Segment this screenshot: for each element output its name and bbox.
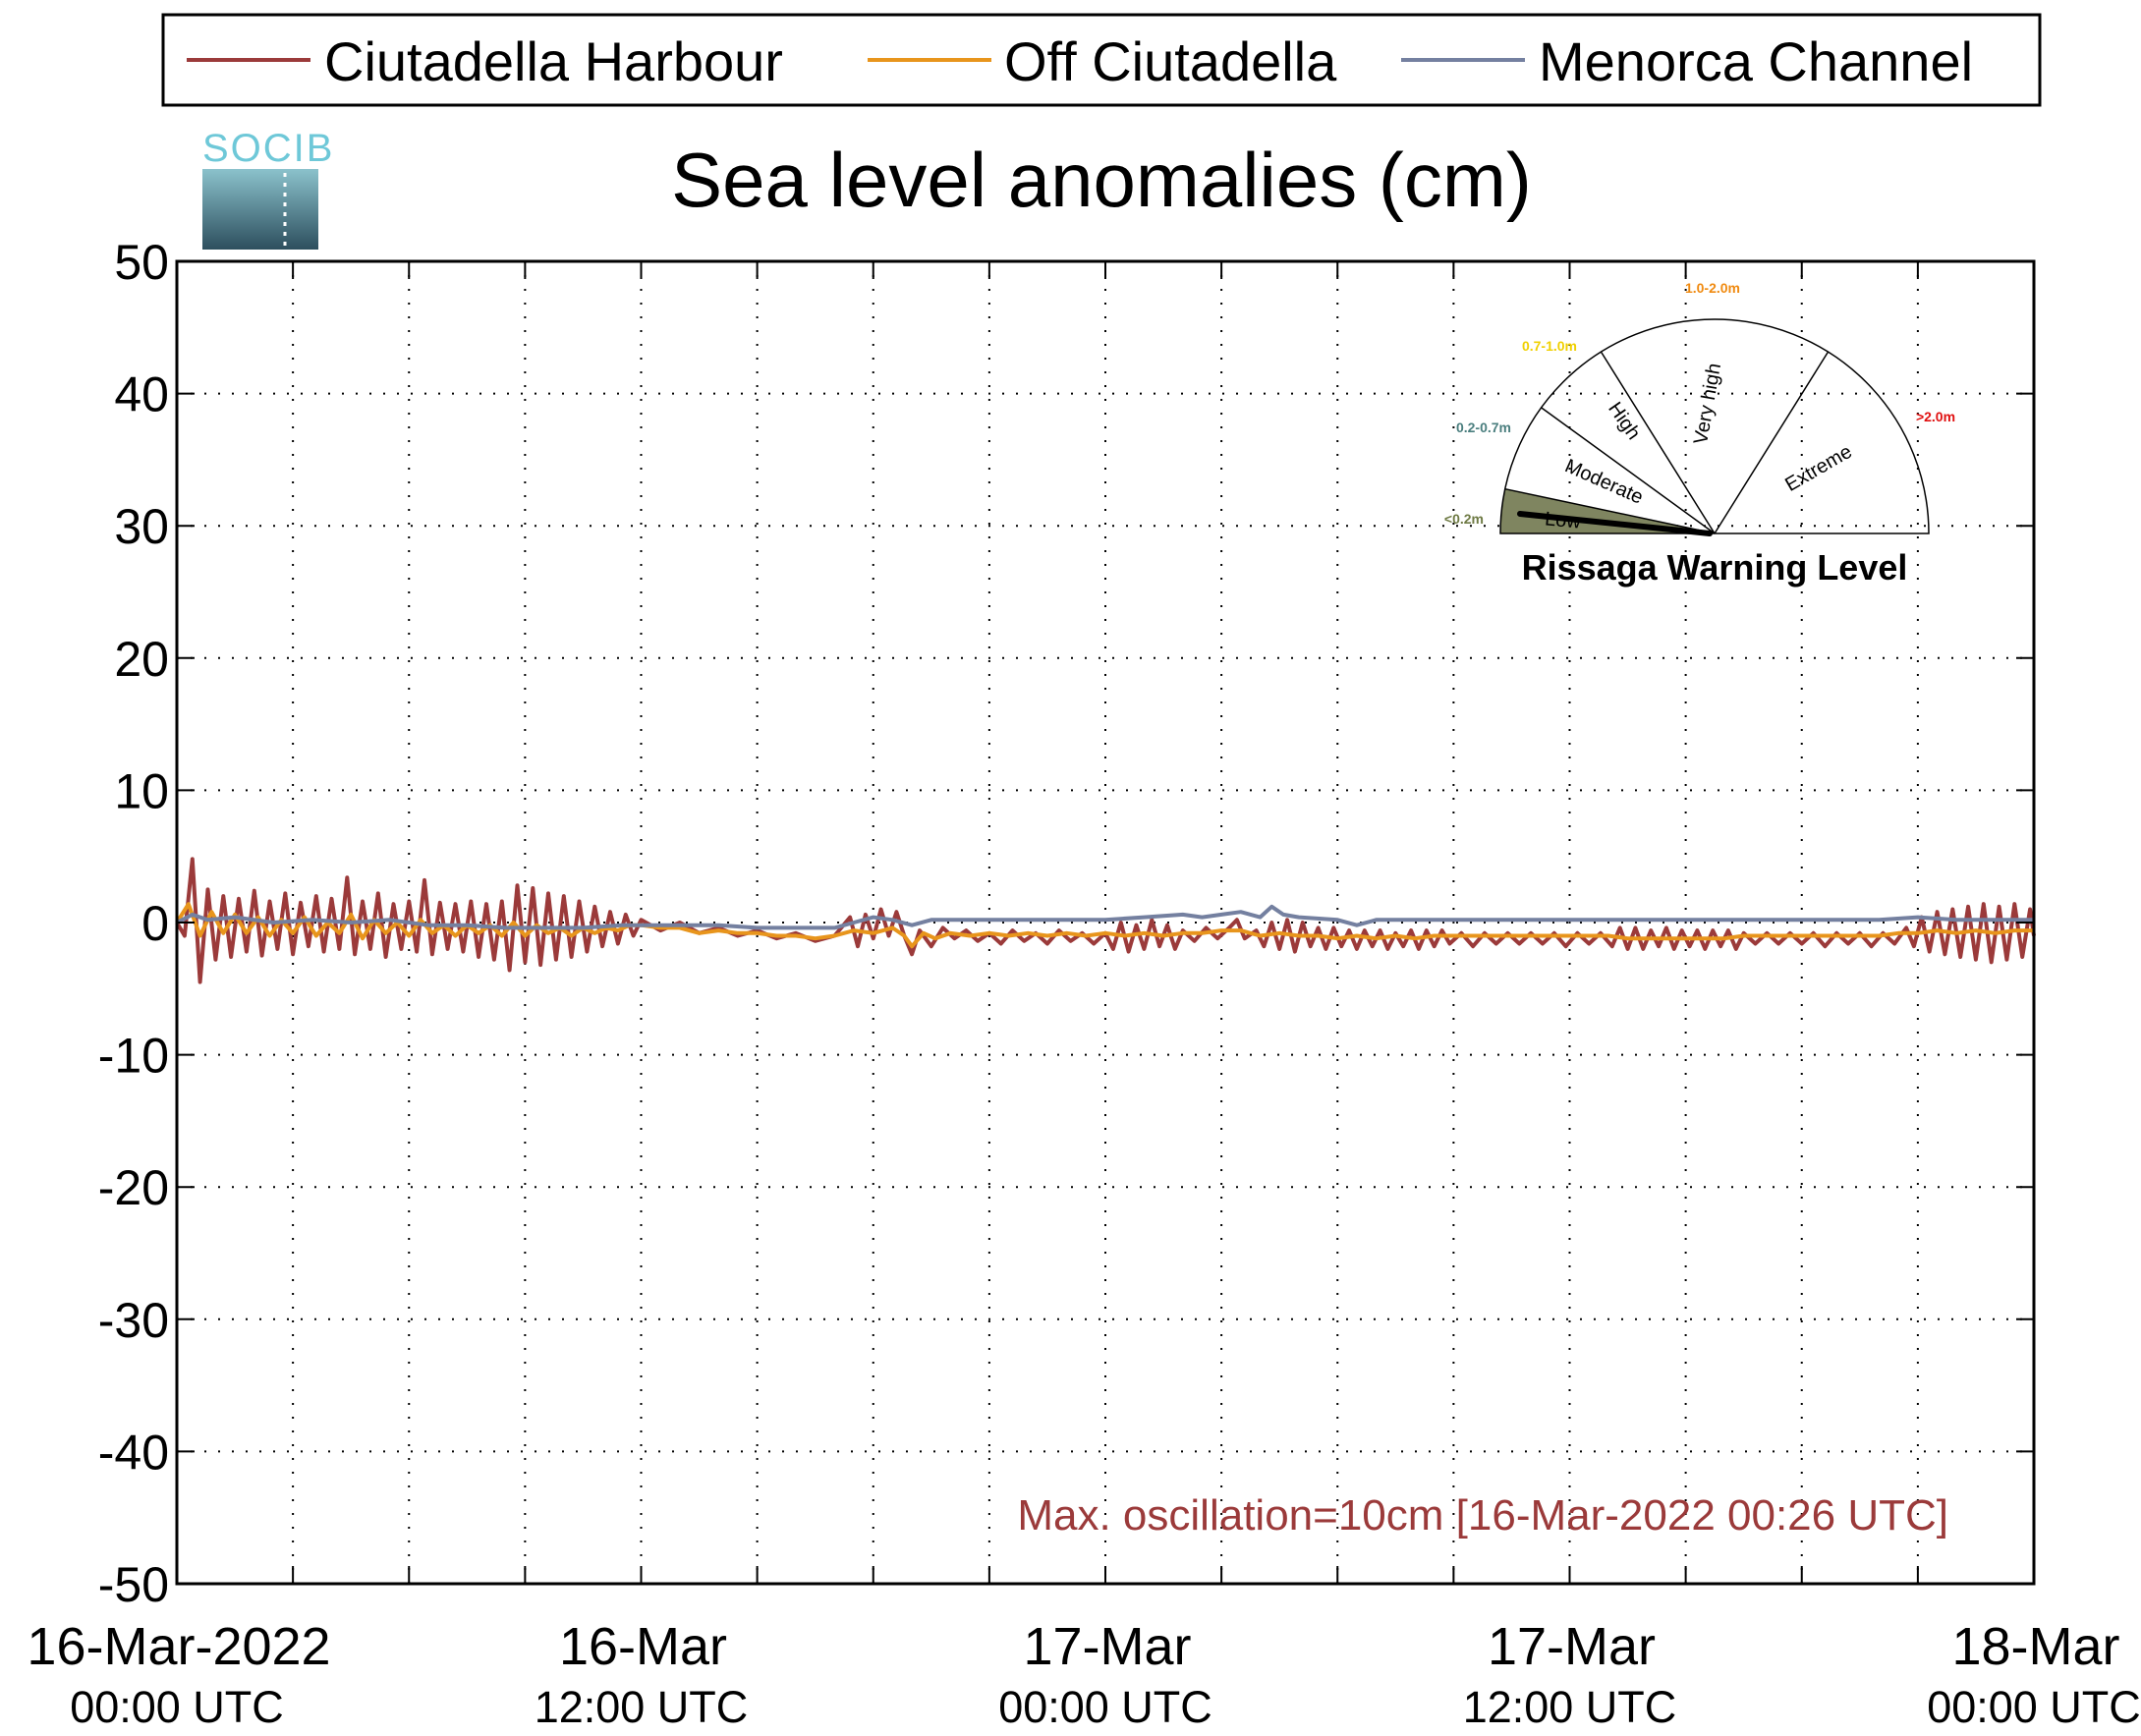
x-tick-label-time: 12:00 UTC: [1463, 1682, 1677, 1732]
y-tick-label: 20: [114, 632, 169, 687]
socib-logo: SOCIB: [202, 127, 334, 250]
x-axis-ticks: 16-Mar-2022 00:00 UTC 16-Mar 12:00 UTC 17-Ma…: [27, 261, 2141, 1732]
gauge-label-high: High: [1604, 398, 1645, 443]
legend-label-ciutadella-harbour: Ciutadella Harbour: [324, 30, 783, 92]
y-tick-label: 10: [114, 763, 169, 818]
socib-logo-text: SOCIB: [202, 127, 334, 170]
y-tick-label: -20: [98, 1160, 169, 1215]
gauge-divider: [1714, 351, 1830, 534]
legend: Ciutadella Harbour Off Ciutadella Menorc…: [161, 13, 2042, 107]
y-tick-label: 40: [114, 367, 169, 422]
gauge-label-low: Low: [1544, 508, 1582, 532]
gauge-needle: [1517, 511, 1713, 536]
x-tick-label-date: 17-Mar: [1488, 1617, 1656, 1676]
gauge-title: Rissaga Warning Level: [1522, 547, 1908, 588]
gauge-range-low: <0.2m: [1444, 511, 1484, 527]
series-line-menorca-channel: [176, 904, 2034, 930]
gauge-range-extreme: >2.0m: [1916, 409, 1955, 424]
gauge-divider: [1541, 407, 1716, 534]
socib-logo-mark: [202, 169, 318, 250]
x-tick-label-date: 17-Mar: [1023, 1617, 1191, 1676]
x-tick-label-time: 00:00 UTC: [1927, 1682, 2141, 1732]
legend-box: [161, 13, 2042, 107]
y-tick-label: -30: [98, 1293, 169, 1348]
y-tick-label: 0: [141, 896, 169, 951]
x-tick-label-time: 00:00 UTC: [998, 1682, 1212, 1732]
x-tick-label-date: 16-Mar: [559, 1617, 727, 1676]
y-tick-label: 30: [114, 499, 169, 554]
gauge-outline: [1499, 318, 1930, 534]
gauge-label-moderate: Moderate: [1561, 455, 1646, 508]
y-tick-label: -50: [98, 1557, 169, 1612]
y-tick-label: 50: [114, 235, 169, 290]
chart-title: Sea level anomalies (cm): [671, 137, 1532, 223]
gauge-label-extreme: Extreme: [1781, 441, 1855, 496]
legend-label-off-ciutadella: Off Ciutadella: [1004, 30, 1337, 92]
x-tick-label-date: 16-Mar-2022: [27, 1617, 330, 1676]
gauge-range-very-high: 1.0-2.0m: [1685, 280, 1740, 296]
gauge-range-moderate: 0.2-0.7m: [1456, 420, 1511, 435]
y-tick-label: -40: [98, 1425, 169, 1480]
rissaga-gauge: Low Moderate High Very high Extreme <0.2…: [1444, 280, 1955, 588]
gauge-divider: [1504, 487, 1716, 534]
x-tick-label-time: 00:00 UTC: [70, 1682, 284, 1732]
gauge-dividers: [1504, 351, 1830, 534]
y-tick-label: -10: [98, 1029, 169, 1084]
gauge-range-high: 0.7-1.0m: [1522, 338, 1577, 354]
y-axis-ticks: 50 40 30 20 10 0 -10 -20 -30 -40 -50: [98, 235, 2034, 1612]
gauge-label-very-high: Very high: [1690, 362, 1725, 446]
legend-label-menorca-channel: Menorca Channel: [1539, 30, 1973, 92]
grid: [177, 261, 2034, 1584]
series-line-ciutadella-harbour: [175, 857, 2036, 984]
x-tick-label-date: 18-Mar: [1951, 1617, 2119, 1676]
max-oscillation-note: Max. oscillation=10cm [16-Mar-2022 00:26…: [1017, 1491, 1948, 1540]
x-tick-label-time: 12:00 UTC: [535, 1682, 749, 1732]
series-lines: [175, 857, 2036, 984]
gauge-divider: [1600, 351, 1716, 534]
